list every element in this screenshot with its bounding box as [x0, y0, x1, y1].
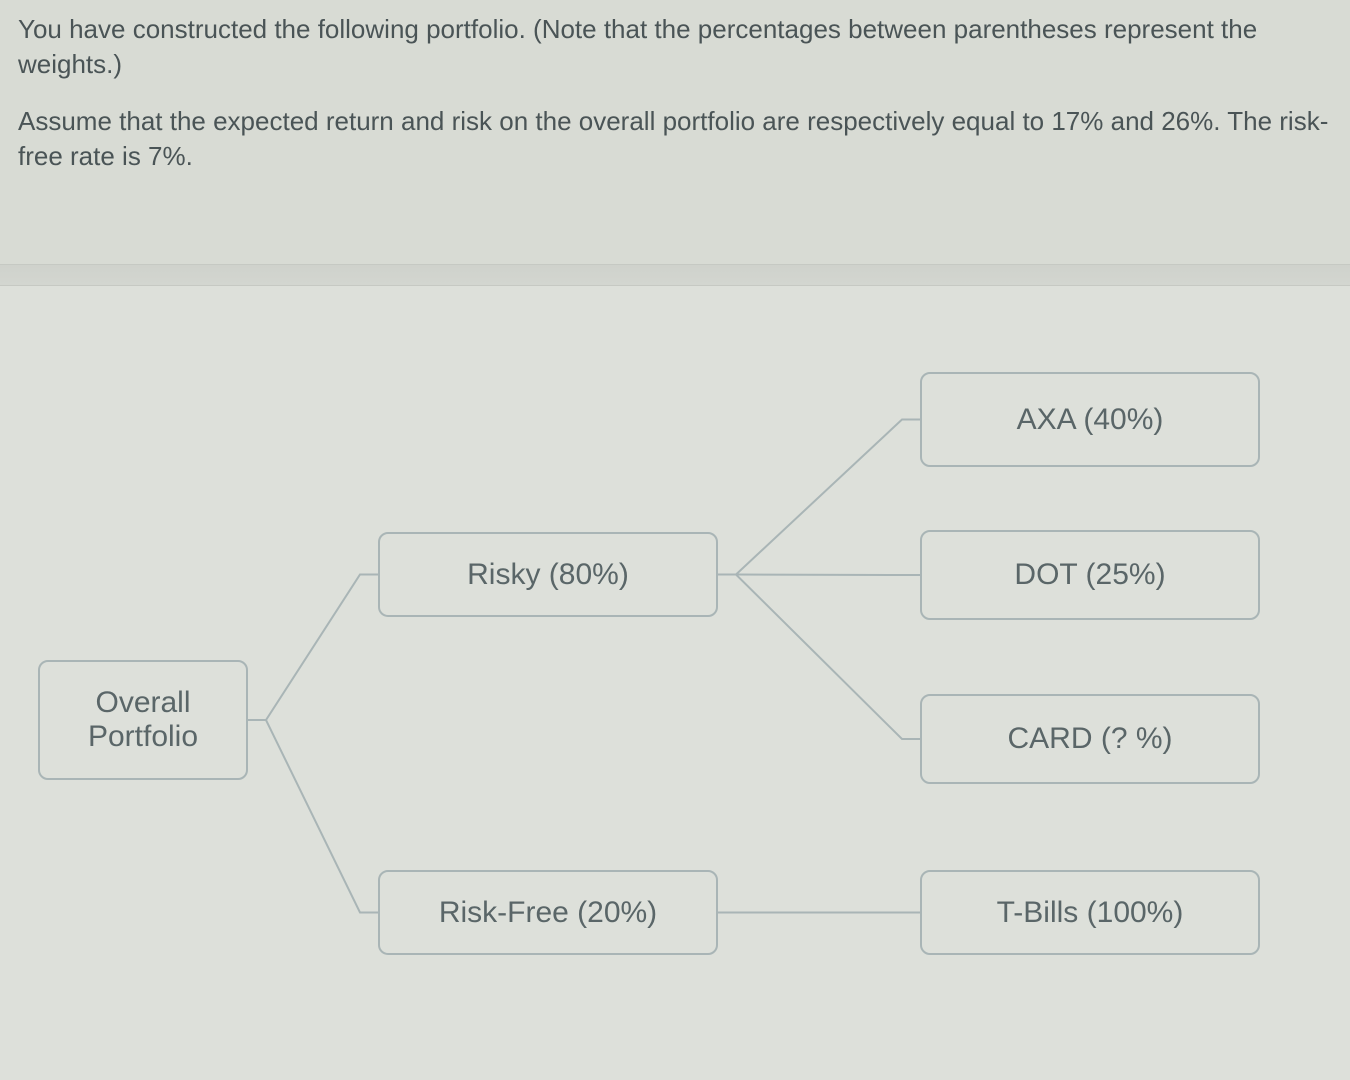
section-divider — [0, 264, 1350, 286]
node-risky: Risky (80%) — [378, 532, 718, 617]
node-riskfree: Risk-Free (20%) — [378, 870, 718, 955]
node-axa: AXA (40%) — [920, 372, 1260, 467]
paragraph-2: Assume that the expected return and risk… — [18, 104, 1332, 174]
portfolio-diagram: OverallPortfolio Risky (80%) Risk-Free (20… — [0, 286, 1350, 1080]
node-dot: DOT (25%) — [920, 530, 1260, 620]
node-card: CARD (? %) — [920, 694, 1260, 784]
paragraph-1: You have constructed the following portf… — [18, 12, 1332, 82]
edge-overall-risky — [248, 575, 378, 721]
node-tbills: T-Bills (100%) — [920, 870, 1260, 955]
edge-risky-dot — [718, 575, 920, 576]
edge-risky-card — [718, 575, 920, 740]
edge-overall-riskfree — [248, 720, 378, 913]
question-text: You have constructed the following portf… — [0, 12, 1350, 196]
edge-risky-axa — [718, 420, 920, 575]
node-overall: OverallPortfolio — [38, 660, 248, 780]
